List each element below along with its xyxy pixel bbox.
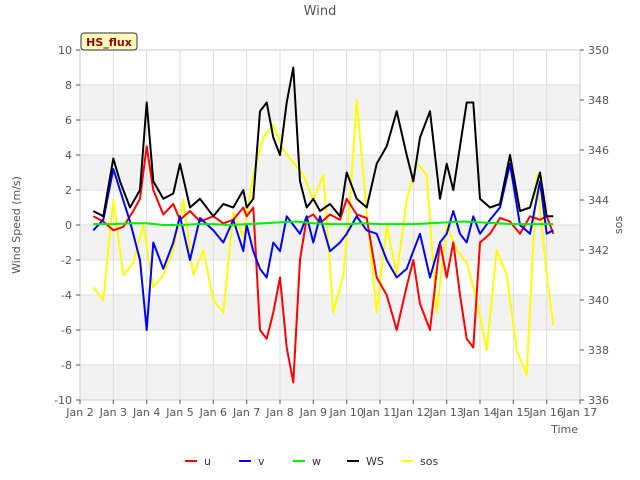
y2-tick-label: 348 xyxy=(588,94,609,107)
legend-label-v: v xyxy=(258,455,265,468)
y-tick-label: 0 xyxy=(65,219,72,232)
y2-tick-label: 346 xyxy=(588,144,609,157)
annotation-label: HS_flux xyxy=(86,36,132,49)
y2-tick-label: 340 xyxy=(588,294,609,307)
background-bands xyxy=(80,85,580,400)
x-tick-label: Jan 13 xyxy=(428,406,463,419)
series-line-WS xyxy=(92,66,554,218)
x-tick-label: Jan 12 xyxy=(395,406,430,419)
y-tick-label: -10 xyxy=(54,394,72,407)
y-tick-label: -6 xyxy=(61,324,72,337)
x-tick-label: Jan 16 xyxy=(528,406,563,419)
y2-tick-label: 350 xyxy=(588,44,609,57)
y-tick-label: 10 xyxy=(58,44,72,57)
legend-label-u: u xyxy=(204,455,211,468)
x-tick-label: Jan 8 xyxy=(265,406,293,419)
series-layer xyxy=(92,66,555,384)
y-tick-label: 2 xyxy=(65,184,72,197)
legend: u v w WS sos xyxy=(185,455,438,468)
x-axis-ticks: Jan 2 Jan 3 Jan 4 Jan 5 Jan 6 Jan 7 Jan 8 Jan 9… xyxy=(65,400,597,419)
y-tick-label: 4 xyxy=(65,149,72,162)
y-tick-label: -2 xyxy=(61,254,72,267)
x-tick-label: Jan 15 xyxy=(495,406,530,419)
band xyxy=(80,365,580,400)
band xyxy=(80,295,580,330)
y-tick-label: 8 xyxy=(65,79,72,92)
y2-axis-ticks: 336 338 340 342 344 346 348 350 xyxy=(580,44,609,407)
legend-label-WS: WS xyxy=(366,455,384,468)
series-line-v xyxy=(92,162,554,331)
y2-axis-label: sos xyxy=(612,216,625,234)
x-tick-label: Jan 10 xyxy=(328,406,363,419)
y2-tick-label: 338 xyxy=(588,344,609,357)
chart-title: Wind xyxy=(304,4,337,19)
y-axis-ticks: -10 -8 -6 -4 -2 0 2 4 6 8 10 xyxy=(54,44,80,407)
y2-tick-label: 336 xyxy=(588,394,609,407)
y2-tick-label: 344 xyxy=(588,194,609,207)
x-tick-label: Jan 7 xyxy=(232,406,260,419)
y-axis-label: Wind Speed (m/s) xyxy=(10,176,23,274)
x-tick-label: Jan 9 xyxy=(299,406,327,419)
band xyxy=(80,85,580,120)
series-line-w xyxy=(93,220,554,226)
y-tick-label: -4 xyxy=(61,289,72,302)
annotation-box xyxy=(80,32,138,51)
hs-flux-annotation: HS_flux xyxy=(80,32,138,51)
band xyxy=(80,155,580,190)
series-line-u xyxy=(92,145,555,384)
x-tick-label: Jan 14 xyxy=(462,406,497,419)
x-tick-label: Jan 17 xyxy=(562,406,597,419)
x-tick-label: Jan 3 xyxy=(99,406,127,419)
x-tick-label: Jan 2 xyxy=(65,406,93,419)
x-tick-label: Jan 4 xyxy=(132,406,160,419)
legend-label-w: w xyxy=(312,455,321,468)
y2-tick-label: 342 xyxy=(588,244,609,257)
y-tick-label: 6 xyxy=(65,114,72,127)
x-tick-label: Jan 6 xyxy=(199,406,227,419)
x-axis-label: Time xyxy=(550,423,578,436)
y-tick-label: -8 xyxy=(61,359,72,372)
x-tick-label: Jan 11 xyxy=(362,406,397,419)
legend-label-sos: sos xyxy=(420,455,438,468)
x-tick-label: Jan 5 xyxy=(165,406,193,419)
